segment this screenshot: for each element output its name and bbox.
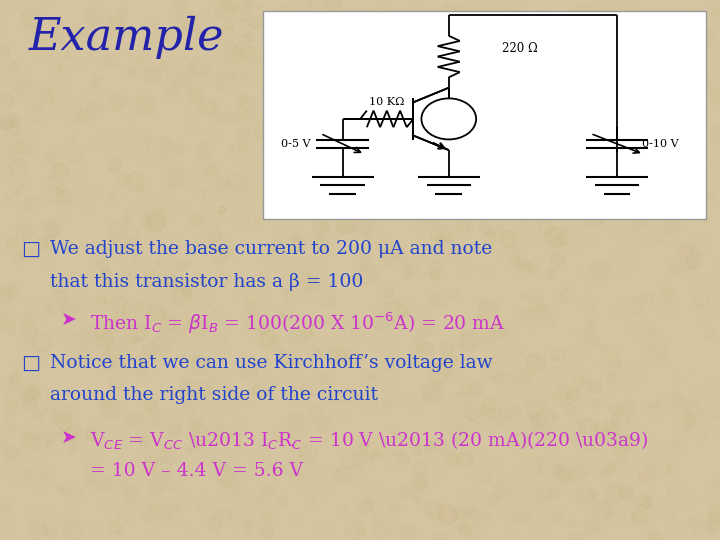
Text: Example: Example bbox=[29, 16, 225, 59]
Text: 220 Ω: 220 Ω bbox=[502, 42, 538, 55]
Text: = 10 V – 4.4 V = 5.6 V: = 10 V – 4.4 V = 5.6 V bbox=[90, 462, 303, 480]
Text: We adjust the base current to 200 μA and note: We adjust the base current to 200 μA and… bbox=[50, 240, 492, 258]
Text: ➤: ➤ bbox=[61, 310, 77, 329]
Text: that this transistor has a β = 100: that this transistor has a β = 100 bbox=[50, 273, 364, 291]
Text: Then I$_C$ = $\beta$I$_B$ = 100(200 X 10$^{-6}$A) = 20 mA: Then I$_C$ = $\beta$I$_B$ = 100(200 X 10… bbox=[90, 310, 505, 336]
Circle shape bbox=[421, 98, 476, 139]
Text: ➤: ➤ bbox=[61, 429, 77, 448]
Text: □: □ bbox=[22, 354, 40, 373]
Text: Notice that we can use Kirchhoff’s voltage law: Notice that we can use Kirchhoff’s volta… bbox=[50, 354, 493, 372]
Text: □: □ bbox=[22, 240, 40, 259]
Text: 10 KΩ: 10 KΩ bbox=[369, 97, 405, 107]
Text: V$_{CE}$ = V$_{CC}$ \u2013 I$_C$R$_C$ = 10 V \u2013 (20 mA)(220 \u03a9): V$_{CE}$ = V$_{CC}$ \u2013 I$_C$R$_C$ = … bbox=[90, 429, 649, 451]
Text: 0-10 V: 0-10 V bbox=[642, 139, 679, 149]
Bar bbox=[263, 11, 706, 219]
Text: 0-5 V: 0-5 V bbox=[281, 139, 310, 149]
Text: around the right side of the circuit: around the right side of the circuit bbox=[50, 386, 379, 404]
